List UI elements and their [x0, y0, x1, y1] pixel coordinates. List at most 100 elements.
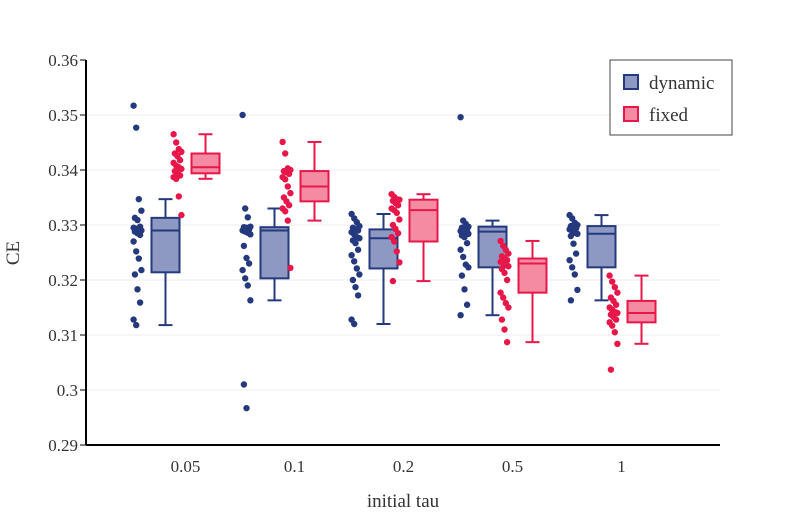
data-point — [173, 139, 180, 146]
data-point — [498, 316, 506, 323]
data-point — [614, 309, 621, 317]
plot-area — [130, 102, 657, 412]
box-body — [190, 152, 221, 175]
data-point — [178, 211, 185, 219]
data-point — [614, 289, 621, 296]
y-tick-label: 0.36 — [48, 51, 78, 70]
data-point — [497, 289, 504, 296]
data-point — [240, 242, 248, 250]
data-point — [394, 202, 402, 209]
data-point — [566, 257, 573, 264]
y-tick-label: 0.31 — [48, 326, 78, 345]
data-point — [356, 271, 363, 278]
data-point — [353, 265, 360, 272]
data-point — [173, 175, 180, 182]
box-body — [408, 198, 439, 243]
data-point — [352, 283, 359, 291]
data-point — [282, 150, 289, 157]
axes — [80, 59, 720, 446]
data-point — [500, 294, 507, 301]
data-point — [396, 216, 403, 223]
data-point — [354, 227, 362, 234]
data-point — [131, 271, 139, 278]
data-point — [352, 239, 359, 247]
legend-swatch-dynamic — [623, 74, 639, 90]
data-point — [285, 170, 293, 178]
data-point — [284, 217, 291, 224]
box-fixed-0.2 — [388, 191, 439, 285]
data-point — [239, 266, 246, 274]
data-point — [138, 207, 145, 214]
x-axis-title: initial tau — [367, 491, 440, 512]
y-tick-label: 0.35 — [48, 106, 78, 125]
data-point — [349, 276, 357, 284]
data-point — [461, 233, 468, 241]
box-dynamic-0.2 — [348, 210, 399, 328]
box-dynamic-0.5 — [457, 114, 508, 319]
data-point — [354, 292, 362, 299]
data-point — [567, 297, 575, 304]
data-point — [574, 230, 581, 237]
data-point — [572, 250, 580, 257]
y-axis-title: CE — [3, 241, 24, 265]
legend-label-dynamic: dynamic — [649, 73, 714, 94]
data-point — [133, 124, 140, 131]
data-point — [457, 312, 464, 319]
box-body — [626, 299, 657, 324]
data-point — [389, 277, 397, 285]
data-point — [130, 238, 137, 245]
data-point — [351, 320, 358, 328]
data-point — [503, 276, 511, 284]
data-point — [505, 304, 512, 311]
y-tick-labels: 0.29 0.3 0.31 0.32 0.33 0.34 0.35 0.36 — [48, 51, 78, 455]
data-point — [243, 254, 250, 262]
data-point — [606, 272, 613, 279]
data-point — [287, 264, 294, 272]
y-tick-label: 0.32 — [48, 271, 78, 290]
data-point — [284, 183, 291, 190]
data-point — [570, 240, 577, 247]
y-tick-label: 0.3 — [57, 381, 78, 400]
data-point — [135, 195, 142, 203]
grid-lines — [86, 114, 720, 391]
data-point — [611, 329, 618, 336]
data-point — [465, 264, 472, 271]
data-point — [505, 250, 512, 257]
data-point — [242, 275, 249, 282]
data-point — [458, 272, 466, 279]
data-point — [178, 148, 185, 156]
data-point — [244, 214, 251, 221]
data-point — [242, 205, 249, 212]
data-point — [134, 286, 141, 293]
data-point — [354, 246, 362, 253]
x-tick-label: 0.2 — [393, 457, 414, 476]
data-point — [396, 259, 403, 266]
legend-label-fixed: fixed — [649, 105, 689, 126]
data-point — [612, 316, 620, 323]
data-point — [393, 209, 400, 217]
x-tick-label: 1 — [617, 457, 626, 476]
data-point — [287, 189, 294, 197]
box-fixed-1 — [606, 272, 657, 373]
data-point — [611, 283, 618, 291]
data-point — [609, 322, 616, 329]
data-point — [170, 131, 177, 138]
data-point — [133, 321, 140, 329]
data-point — [245, 260, 253, 267]
data-point — [247, 297, 254, 304]
legend-frame — [609, 59, 733, 136]
x-tick-labels: 0.05 0.1 0.2 0.5 1 — [171, 457, 626, 476]
legend: dynamic fixed — [609, 59, 733, 136]
x-tick-label: 0.1 — [284, 457, 305, 476]
data-point — [569, 264, 576, 271]
data-point — [130, 102, 137, 109]
data-point — [279, 138, 286, 146]
data-point — [178, 165, 185, 173]
data-point — [463, 239, 471, 247]
y-tick-label: 0.34 — [48, 161, 78, 180]
data-point — [282, 176, 289, 183]
data-point — [240, 381, 248, 388]
data-point — [503, 338, 511, 346]
